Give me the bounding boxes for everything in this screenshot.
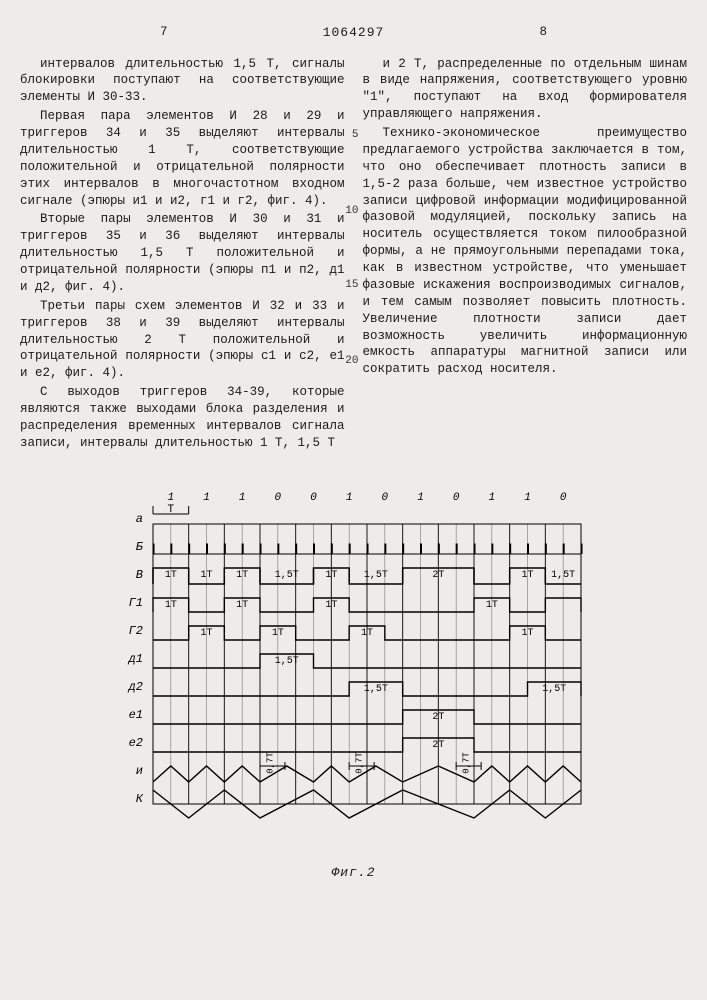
para: интервалов длительностью 1,5 Т, сигналы … <box>20 56 345 107</box>
svg-text:0: 0 <box>310 492 317 504</box>
line-number: 20 <box>345 354 358 369</box>
svg-text:1T: 1T <box>200 628 212 639</box>
svg-text:0: 0 <box>274 492 281 504</box>
svg-text:1T: 1T <box>236 570 248 581</box>
svg-text:0,7T: 0,7T <box>265 751 275 773</box>
svg-text:1T: 1T <box>271 628 283 639</box>
right-column: и 2 Т, распределенные по отдель­ным шина… <box>363 56 688 454</box>
svg-text:1T: 1T <box>164 570 176 581</box>
text-columns: интервалов длительностью 1,5 Т, сигналы … <box>20 56 687 454</box>
svg-text:К: К <box>135 792 143 806</box>
svg-text:1: 1 <box>167 492 174 504</box>
document-number: 1064297 <box>20 24 687 42</box>
svg-text:Г2: Г2 <box>128 624 142 638</box>
svg-text:a: a <box>135 512 142 526</box>
svg-text:0: 0 <box>452 492 459 504</box>
page-number-right: 8 <box>539 24 547 41</box>
svg-text:1,5T: 1,5T <box>542 684 566 695</box>
svg-text:1: 1 <box>238 492 245 504</box>
svg-text:1,5T: 1,5T <box>363 570 387 581</box>
svg-text:1,5T: 1,5T <box>551 570 575 581</box>
svg-text:1,5T: 1,5T <box>274 570 298 581</box>
figure-2: 1 1 1 0 0 1 0 1 0 1 1 0 TaБВ Г1 Г2 д1 д2 е1 е2 иК 1T 1T 1T 1,5T… <box>20 480 687 860</box>
svg-text:1T: 1T <box>200 570 212 581</box>
para: Третьи пары схем элементов И 32 и 33 и т… <box>20 298 345 382</box>
svg-text:0,7T: 0,7T <box>461 751 471 773</box>
svg-text:В: В <box>135 568 142 582</box>
svg-text:1T: 1T <box>521 570 533 581</box>
svg-text:1T: 1T <box>360 628 372 639</box>
svg-text:е2: е2 <box>128 736 142 750</box>
figure-caption: Фиг.2 <box>20 864 687 882</box>
line-number: 5 <box>352 128 359 143</box>
para: С выходов триггеров 34-39, кото­рые явля… <box>20 384 345 452</box>
para: и 2 Т, распределенные по отдель­ным шина… <box>363 56 688 124</box>
svg-text:1T: 1T <box>325 570 337 581</box>
para: Технико-экономическое преимуще­ство пред… <box>363 125 688 378</box>
svg-text:2T: 2T <box>432 570 444 581</box>
svg-text:T: T <box>167 504 174 516</box>
svg-text:е1: е1 <box>128 708 142 722</box>
svg-text:Г1: Г1 <box>128 596 142 610</box>
line-number: 10 <box>345 204 358 219</box>
para: Первая пара элементов И 28 и 29 и тригге… <box>20 108 345 209</box>
svg-text:д2: д2 <box>127 680 142 694</box>
svg-text:и: и <box>135 764 142 778</box>
line-number: 15 <box>345 278 358 293</box>
svg-text:2T: 2T <box>432 712 444 723</box>
svg-text:1T: 1T <box>521 628 533 639</box>
svg-text:1: 1 <box>524 492 531 504</box>
svg-text:Б: Б <box>135 540 143 554</box>
para: Вторые пары элементов И 30 и 31 и тригге… <box>20 211 345 295</box>
svg-text:1: 1 <box>203 492 210 504</box>
svg-text:0: 0 <box>559 492 566 504</box>
svg-text:2T: 2T <box>432 740 444 751</box>
svg-text:1T: 1T <box>325 600 337 611</box>
svg-text:д1: д1 <box>127 652 142 666</box>
left-column: интервалов длительностью 1,5 Т, сигналы … <box>20 56 345 454</box>
svg-text:0,7T: 0,7T <box>354 751 364 773</box>
svg-text:1: 1 <box>345 492 352 504</box>
svg-text:0: 0 <box>381 492 388 504</box>
svg-text:1T: 1T <box>236 600 248 611</box>
svg-text:1: 1 <box>488 492 495 504</box>
svg-text:1T: 1T <box>485 600 497 611</box>
svg-text:1,5T: 1,5T <box>274 656 298 667</box>
svg-text:1: 1 <box>417 492 424 504</box>
page-number-left: 7 <box>160 24 168 41</box>
svg-text:1T: 1T <box>164 600 176 611</box>
svg-text:1,5T: 1,5T <box>363 684 387 695</box>
